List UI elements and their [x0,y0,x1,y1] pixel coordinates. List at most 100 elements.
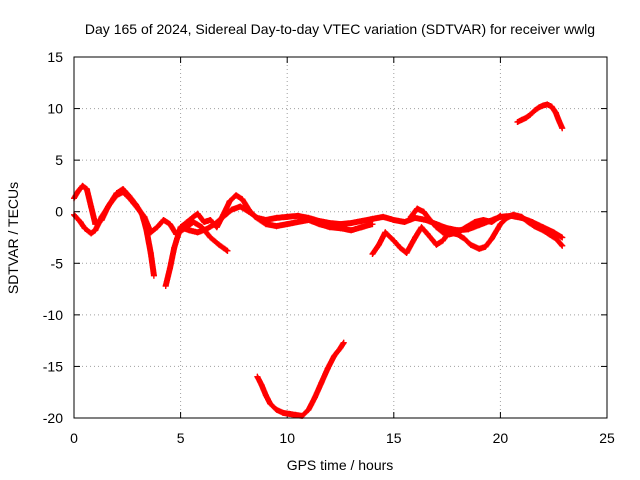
data-point [488,235,495,242]
data-point [83,186,90,193]
data-point [439,229,446,236]
data-point [226,198,233,205]
data-point [77,219,84,226]
data-point [403,249,410,256]
data-point [476,245,483,252]
chart-title: Day 165 of 2024, Sidereal Day-to-day VTE… [85,21,595,37]
x-tick-label: 20 [493,430,509,446]
data-point [518,213,525,220]
data-point [245,208,252,215]
data-point [397,244,404,251]
data-point [286,410,293,417]
data-point [211,221,218,228]
data-point [258,381,265,388]
data-point [88,203,95,210]
data-point [463,224,470,231]
y-tick-label: -15 [43,358,63,374]
series-track-h [514,101,566,132]
data-point [559,125,566,132]
x-tick-label: 10 [279,430,295,446]
data-point [324,365,331,372]
data-point [427,216,434,223]
data-point [369,251,376,258]
y-tick-label: 10 [47,101,63,117]
data-point [497,212,504,219]
data-point [134,205,141,212]
data-point [503,214,510,221]
data-point [79,182,86,189]
data-point [418,224,425,231]
data-point [279,409,286,416]
data-point [273,223,280,230]
data-point [190,219,197,226]
data-point [446,231,453,238]
data-point [480,216,487,223]
data-point [318,379,325,386]
data-point [331,353,338,360]
data-point [527,111,534,118]
data-point [254,373,261,380]
data-point [177,224,184,231]
data-point [150,272,157,279]
data-point [166,265,173,272]
series-track-d [177,203,566,241]
data-point [390,237,397,244]
data-point [224,247,231,254]
data-point [390,216,397,223]
data-point [207,234,214,241]
y-tick-label: -20 [43,410,63,426]
data-point [471,219,478,226]
data-point [267,400,274,407]
data-point [369,221,376,228]
data-point [424,231,431,238]
y-axis-label: SDTVAR / TECUs [5,182,21,294]
data-point [552,109,559,116]
tick-labels: 0 5 10 15 20 25 -20 -15 -10 -5 0 5 10 15 [43,49,615,446]
data-point [113,192,120,199]
data-point [358,217,365,224]
data-point [294,219,301,226]
data-point [348,227,355,234]
data-point [433,241,440,248]
data-point [540,102,547,109]
data-point [444,225,451,232]
data-point [171,244,178,251]
data-point [160,216,167,223]
data-point [147,249,154,256]
x-tick-label: 0 [70,430,78,446]
data-point [237,203,244,210]
data-point [340,339,347,346]
data-point [369,215,376,222]
data-point [126,195,133,202]
data-point [382,229,389,236]
x-tick-label: 5 [177,430,185,446]
series-track-b [71,189,231,254]
series-track-f [407,205,504,238]
data-point [540,227,547,234]
data-point [531,223,538,230]
data-point [215,241,222,248]
data-point [75,188,82,195]
data-point [233,192,240,199]
data-point [439,237,446,244]
data-point [358,224,365,231]
data-point [552,235,559,242]
data-point [412,214,419,221]
data-point [220,213,227,220]
series-track-g [254,339,347,419]
data-point [348,220,355,227]
data-point [407,213,414,220]
data-point [559,242,566,249]
data-point [482,243,489,250]
data-point [294,212,301,219]
data-point [284,221,291,228]
plot-frame [73,56,608,419]
data-point [273,214,280,221]
x-axis-label: GPS time / hours [287,457,394,473]
y-tick-label: -5 [51,255,64,271]
data-point [380,213,387,220]
data-point [254,214,261,221]
data-point [107,200,114,207]
data-point [154,224,161,231]
